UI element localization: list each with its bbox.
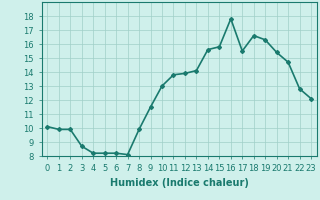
X-axis label: Humidex (Indice chaleur): Humidex (Indice chaleur): [110, 178, 249, 188]
